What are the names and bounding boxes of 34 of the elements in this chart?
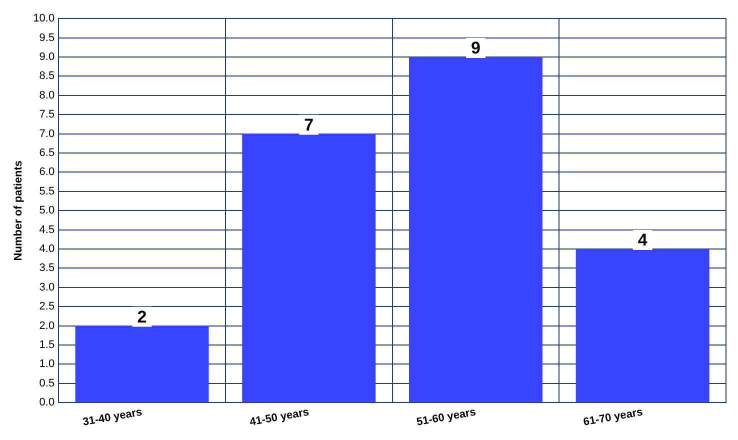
y-tick-label: 2.5 bbox=[39, 300, 55, 313]
data-label: 2 bbox=[137, 307, 147, 326]
y-tick-label: 0.0 bbox=[39, 396, 55, 409]
bar bbox=[576, 248, 710, 402]
y-tick-label: 5.5 bbox=[39, 185, 55, 198]
y-tick-label: 9.5 bbox=[39, 32, 55, 44]
y-tick-label: 3.5 bbox=[39, 262, 55, 274]
x-tick-label: 61-70 years bbox=[582, 406, 644, 428]
y-tick-label: 4.5 bbox=[39, 224, 55, 236]
y-tick-label: 6.5 bbox=[39, 147, 55, 160]
y-tick-label: 2.0 bbox=[39, 320, 55, 332]
y-tick-label: 1.0 bbox=[39, 358, 55, 370]
y-tick-label: 6.0 bbox=[39, 166, 55, 178]
y-tick-label: 8.5 bbox=[39, 70, 55, 82]
x-tick-label: 31-40 years bbox=[82, 406, 144, 428]
data-label: 7 bbox=[304, 115, 314, 134]
y-tick-label: 8.0 bbox=[39, 89, 55, 102]
y-tick-label: 7.0 bbox=[39, 128, 55, 140]
y-tick-label: 5.0 bbox=[39, 204, 55, 217]
y-tick-label: 1.5 bbox=[39, 339, 55, 352]
y-axis-title: Number of patients bbox=[12, 160, 25, 261]
data-label: 4 bbox=[638, 230, 648, 250]
y-tick-label: 4.0 bbox=[39, 243, 55, 256]
x-tick-label: 41-50 years bbox=[248, 406, 310, 428]
y-tick-label: 10.0 bbox=[33, 12, 55, 25]
y-tick-label: 3.0 bbox=[39, 281, 55, 294]
data-label: 9 bbox=[470, 38, 480, 58]
x-tick-label: 51-60 years bbox=[416, 406, 477, 428]
bar bbox=[242, 134, 376, 402]
bar bbox=[408, 57, 542, 402]
y-tick-label: 9.0 bbox=[39, 51, 55, 64]
y-tick-label: 7.5 bbox=[39, 108, 55, 121]
bar bbox=[75, 326, 209, 402]
y-tick-label: 0.5 bbox=[39, 377, 55, 390]
